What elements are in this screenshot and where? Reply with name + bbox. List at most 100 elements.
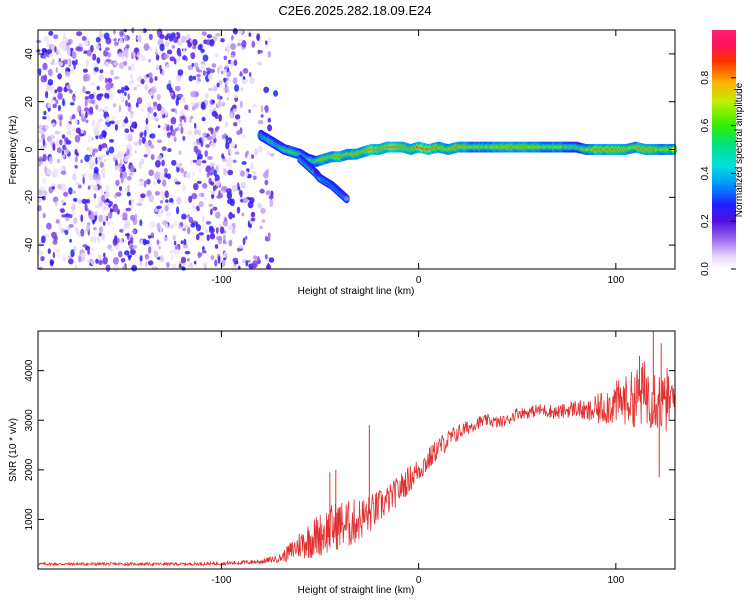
noise-blob: [55, 248, 61, 253]
noise-blob: [127, 93, 130, 100]
noise-blob: [103, 105, 109, 113]
noise-blob: [69, 238, 72, 243]
noise-blob: [177, 40, 182, 47]
noise-blob: [206, 67, 211, 71]
noise-blob: [187, 263, 194, 268]
noise-blob: [182, 262, 186, 267]
noise-blob: [234, 84, 240, 92]
noise-blob: [148, 169, 155, 177]
noise-blob: [150, 144, 155, 150]
noise-blob: [183, 47, 186, 55]
noise-blob: [95, 258, 99, 264]
noise-blob: [83, 107, 90, 112]
noise-blob: [214, 259, 218, 267]
noise-blob: [125, 44, 130, 49]
noise-blob: [259, 225, 263, 230]
noise-blob: [101, 194, 106, 203]
noise-blob: [206, 34, 213, 39]
noise-blob: [51, 170, 58, 179]
noise-blob: [198, 137, 202, 144]
noise-blob: [43, 36, 50, 42]
noise-blob: [92, 119, 95, 128]
noise-blob: [221, 153, 225, 159]
noise-blob: [192, 159, 198, 163]
noise-blob: [129, 165, 135, 173]
noise-blob: [74, 119, 79, 125]
noise-blob: [212, 131, 217, 140]
noise-blob: [223, 257, 227, 261]
noise-blob: [59, 166, 64, 171]
noise-blob: [191, 62, 194, 67]
noise-blob: [133, 141, 139, 146]
noise-blob: [219, 190, 225, 194]
noise-blob: [85, 90, 91, 95]
noise-blob: [153, 179, 157, 187]
noise-blob: [120, 258, 126, 263]
noise-blob: [112, 85, 116, 91]
noise-blob: [113, 206, 119, 213]
noise-blob: [48, 156, 54, 165]
noise-blob: [90, 99, 95, 105]
noise-blob: [156, 103, 162, 112]
noise-blob: [223, 234, 226, 241]
noise-blob: [204, 92, 209, 100]
noise-blob: [98, 144, 103, 152]
noise-blob: [248, 109, 251, 114]
noise-blob: [201, 234, 205, 242]
noise-blob: [221, 134, 225, 140]
noise-blob: [139, 219, 143, 227]
colorbar-tick-label: 0.0: [700, 262, 711, 276]
noise-blob: [161, 146, 167, 151]
noise-blob: [164, 41, 171, 46]
noise-blob: [93, 126, 98, 134]
noise-blob: [207, 73, 214, 81]
noise-blob: [202, 137, 209, 142]
noise-blob: [212, 206, 218, 211]
noise-blob: [201, 216, 206, 223]
noise-blob: [244, 170, 249, 178]
noise-blob: [57, 73, 62, 80]
noise-blob: [74, 264, 78, 269]
noise-blob: [138, 161, 143, 169]
noise-blob: [241, 40, 247, 48]
noise-blob: [182, 184, 186, 192]
noise-blob: [76, 31, 83, 37]
noise-blob: [105, 82, 112, 91]
noise-blob: [223, 55, 228, 61]
snr-series-line: [38, 361, 675, 567]
noise-blob: [164, 236, 168, 242]
noise-blob: [173, 240, 177, 246]
noise-blob: [142, 238, 147, 246]
noise-blob: [98, 226, 104, 233]
noise-blob: [233, 122, 238, 127]
noise-blob: [156, 222, 161, 229]
noise-blob: [228, 211, 234, 220]
noise-blob: [191, 192, 198, 200]
noise-blob: [164, 205, 169, 212]
noise-blob: [169, 56, 176, 62]
noise-blob: [60, 183, 67, 192]
noise-blob: [74, 164, 78, 169]
noise-blob: [267, 117, 271, 123]
noise-blob: [91, 81, 95, 87]
noise-blob: [38, 124, 43, 130]
noise-blob: [226, 191, 233, 200]
noise-blob: [143, 78, 148, 83]
noise-blob: [252, 175, 257, 181]
colorbar-label: Normalized spectral amplitude: [734, 82, 745, 217]
noise-blob: [166, 49, 173, 55]
noise-blob: [195, 205, 200, 210]
noise-blob: [146, 146, 151, 155]
noise-blob: [248, 32, 252, 37]
noise-blob: [82, 176, 85, 185]
noise-blob: [215, 165, 219, 173]
y-tick-label: 2000: [24, 458, 35, 481]
noise-blob: [80, 253, 87, 257]
noise-blob: [247, 259, 251, 263]
noise-blob: [131, 63, 135, 71]
noise-blob: [187, 257, 190, 262]
noise-blob: [237, 186, 241, 191]
noise-blob: [268, 195, 274, 200]
noise-blob: [47, 103, 51, 108]
